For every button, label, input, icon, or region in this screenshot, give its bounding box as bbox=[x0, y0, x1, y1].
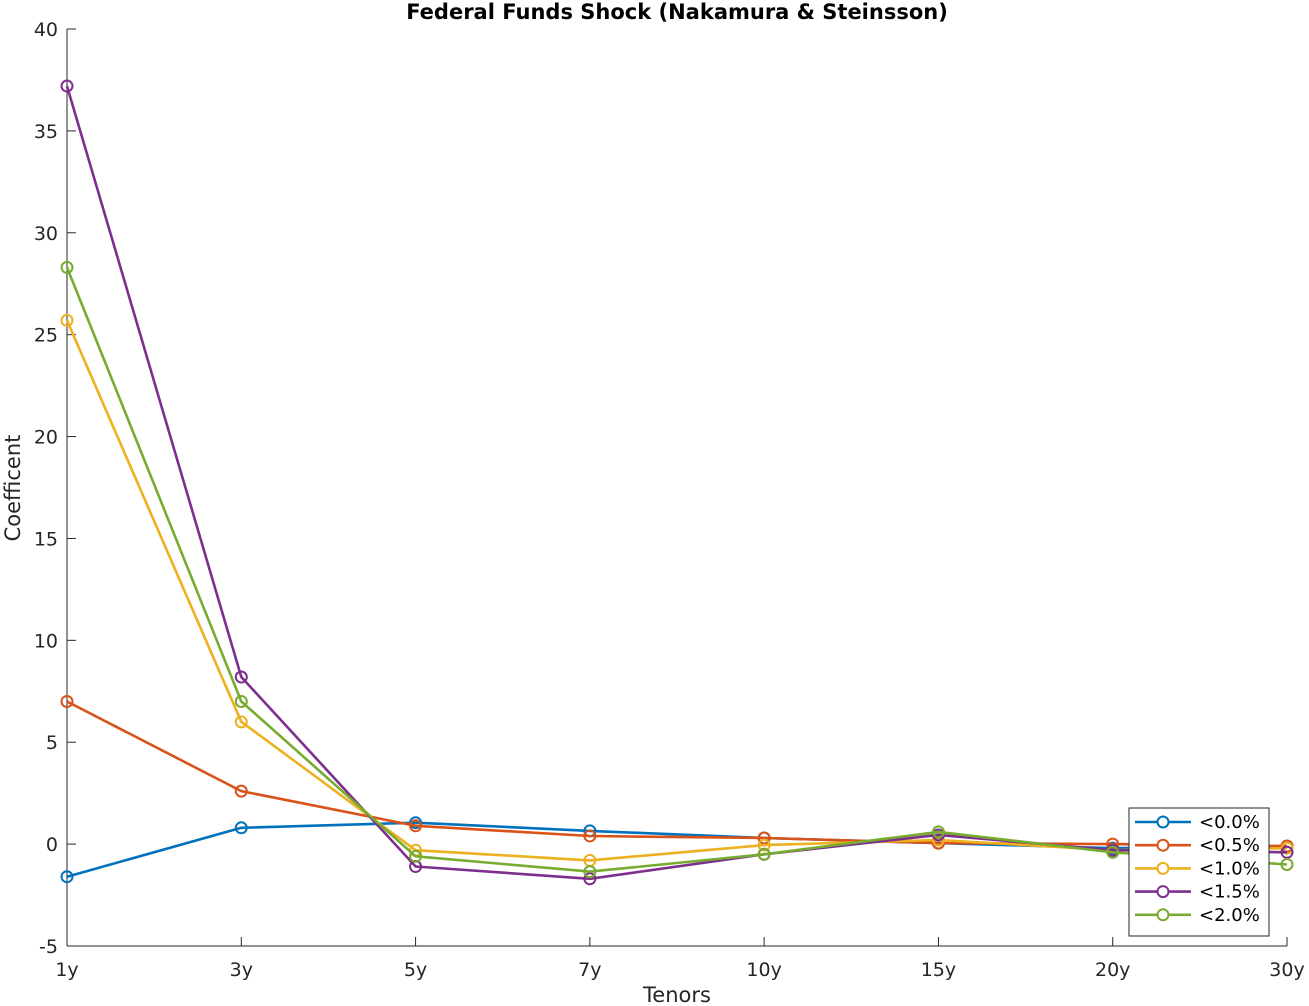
data-point-marker bbox=[409, 849, 423, 863]
y-tick-label: 25 bbox=[34, 325, 58, 347]
x-tick-label: 5y bbox=[404, 959, 427, 981]
data-point-marker bbox=[583, 872, 597, 886]
data-point-marker bbox=[234, 670, 248, 684]
x-tick-label: 30y bbox=[1269, 959, 1304, 981]
y-tick-label: 40 bbox=[34, 19, 58, 41]
chart-title: Federal Funds Shock (Nakamura & Steinsso… bbox=[406, 0, 948, 24]
legend-marker bbox=[1156, 838, 1170, 852]
series-4 bbox=[60, 260, 1294, 879]
legend-marker bbox=[1156, 885, 1170, 899]
series-line bbox=[65, 266, 1288, 873]
data-point-marker bbox=[583, 865, 597, 879]
data-point-marker bbox=[1280, 845, 1294, 859]
series-line bbox=[66, 700, 1288, 848]
data-point-marker bbox=[931, 825, 945, 839]
data-point-marker bbox=[234, 784, 248, 798]
legend-item: <0.5% bbox=[1135, 835, 1260, 856]
series-2 bbox=[60, 313, 1294, 867]
y-tick-label: -5 bbox=[39, 936, 58, 958]
legend-item: <1.0% bbox=[1135, 858, 1260, 879]
x-axis-label: Tenors bbox=[642, 983, 711, 1006]
x-tick-label: 3y bbox=[230, 959, 253, 981]
y-tick-label: 5 bbox=[46, 732, 58, 754]
legend-marker bbox=[1156, 815, 1170, 829]
x-tick-label: 15y bbox=[921, 959, 956, 981]
data-point-marker bbox=[1280, 857, 1294, 871]
series-line bbox=[65, 85, 1288, 881]
data-point-marker bbox=[1106, 845, 1120, 859]
x-tick-label: 20y bbox=[1095, 959, 1130, 981]
legend-item: <2.0% bbox=[1135, 905, 1260, 926]
data-point-marker bbox=[583, 829, 597, 843]
data-point-marker bbox=[234, 821, 248, 835]
legend-item: <1.5% bbox=[1135, 882, 1260, 903]
x-tick-label: 7y bbox=[578, 959, 601, 981]
data-point-marker bbox=[757, 838, 771, 852]
data-point-marker bbox=[234, 715, 248, 729]
data-point-marker bbox=[409, 819, 423, 833]
y-tick-label: 20 bbox=[34, 427, 58, 449]
series-3 bbox=[60, 79, 1294, 886]
data-point-marker bbox=[60, 79, 74, 93]
data-point-marker bbox=[60, 313, 74, 327]
y-tick-label: 15 bbox=[34, 528, 58, 550]
data-point-marker bbox=[60, 694, 74, 708]
legend-label: <2.0% bbox=[1199, 905, 1260, 926]
legend-item: <0.0% bbox=[1135, 812, 1260, 833]
series-line bbox=[65, 319, 1288, 862]
y-tick-label: 0 bbox=[46, 834, 58, 856]
y-tick-label: 10 bbox=[34, 630, 58, 652]
y-tick-label: 30 bbox=[34, 223, 58, 245]
data-point-marker bbox=[1280, 841, 1294, 855]
y-axis-label: Coefficent bbox=[1, 435, 25, 542]
series-lines bbox=[60, 79, 1294, 886]
legend: <0.0%<0.5%<1.0% <1.5%<2.0% bbox=[1128, 807, 1270, 937]
data-point-marker bbox=[60, 870, 74, 884]
x-tick-label: 10y bbox=[746, 959, 781, 981]
axes: -5 0 5 10 15 20 25 30 35 40 1y 3y 5y 7y 10y 15y 20y 30y bbox=[34, 19, 1305, 981]
legend-marker bbox=[1156, 908, 1170, 922]
x-tick-label: 1y bbox=[55, 959, 78, 981]
data-point-marker bbox=[757, 847, 771, 861]
legend-marker bbox=[1156, 861, 1170, 875]
legend-label: <0.5% bbox=[1199, 835, 1260, 856]
data-point-marker bbox=[234, 694, 248, 708]
legend-label: <0.0% bbox=[1199, 812, 1260, 833]
legend-label: <1.5% bbox=[1199, 882, 1260, 903]
data-point-marker bbox=[757, 831, 771, 845]
data-point-marker bbox=[60, 260, 74, 274]
y-tick-label: 35 bbox=[34, 121, 58, 143]
legend-label: <1.0% bbox=[1199, 858, 1260, 879]
